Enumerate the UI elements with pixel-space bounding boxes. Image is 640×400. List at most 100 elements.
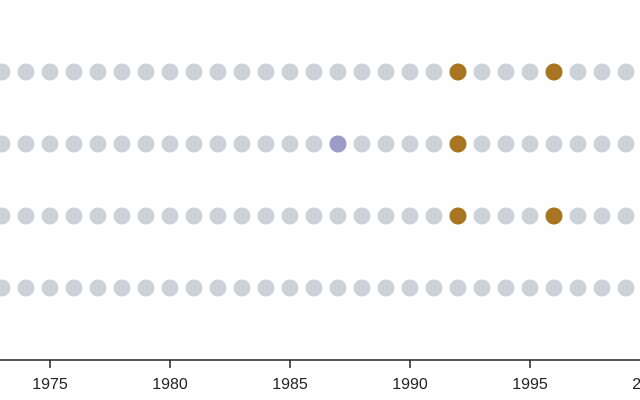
dot <box>473 63 491 81</box>
dot <box>401 135 419 153</box>
dot <box>305 135 323 153</box>
x-tick-label: 1995 <box>512 376 548 393</box>
dot <box>41 207 59 225</box>
dot <box>281 207 299 225</box>
dot <box>113 63 131 81</box>
dot <box>353 279 371 297</box>
dot <box>41 63 59 81</box>
dot <box>497 279 515 297</box>
dot <box>137 279 155 297</box>
x-tick-label: 1990 <box>392 376 428 393</box>
dot <box>185 135 203 153</box>
dot <box>353 135 371 153</box>
highlight-dot <box>329 135 347 153</box>
dot <box>257 207 275 225</box>
highlight-dot <box>545 63 563 81</box>
x-tick-label: 1975 <box>32 376 68 393</box>
dot <box>161 207 179 225</box>
dot <box>473 207 491 225</box>
highlight-dot <box>449 207 467 225</box>
dot <box>377 279 395 297</box>
dot <box>593 135 611 153</box>
dot <box>281 279 299 297</box>
x-tick-label: 2000 <box>632 376 640 393</box>
dot <box>17 135 35 153</box>
dot <box>425 279 443 297</box>
dot <box>185 279 203 297</box>
dot <box>257 279 275 297</box>
dot <box>593 279 611 297</box>
dot <box>137 207 155 225</box>
dot <box>89 135 107 153</box>
dot <box>521 63 539 81</box>
dot <box>233 279 251 297</box>
dot <box>329 207 347 225</box>
dot <box>257 63 275 81</box>
dot <box>497 63 515 81</box>
dot <box>209 207 227 225</box>
dot <box>425 63 443 81</box>
dot <box>305 207 323 225</box>
dot <box>401 279 419 297</box>
dot <box>617 135 635 153</box>
dot <box>89 207 107 225</box>
dot <box>521 279 539 297</box>
dot <box>569 135 587 153</box>
dot <box>425 207 443 225</box>
dot <box>617 63 635 81</box>
dot <box>185 63 203 81</box>
dot <box>521 207 539 225</box>
dot <box>65 207 83 225</box>
dot <box>0 279 11 297</box>
dot <box>209 279 227 297</box>
dot <box>113 279 131 297</box>
dot <box>617 279 635 297</box>
dot <box>569 279 587 297</box>
dot <box>41 279 59 297</box>
dot <box>473 279 491 297</box>
dot <box>329 279 347 297</box>
dot <box>449 279 467 297</box>
dot <box>65 279 83 297</box>
dot <box>377 135 395 153</box>
dot <box>161 135 179 153</box>
dot <box>233 135 251 153</box>
dot <box>209 63 227 81</box>
dot <box>353 63 371 81</box>
dot <box>305 279 323 297</box>
dot <box>161 279 179 297</box>
highlight-dot <box>449 135 467 153</box>
dot <box>257 135 275 153</box>
dot <box>137 135 155 153</box>
highlight-dot <box>545 207 563 225</box>
dot <box>329 63 347 81</box>
dot <box>113 207 131 225</box>
dot <box>17 63 35 81</box>
dot <box>0 207 11 225</box>
dot <box>137 63 155 81</box>
dot <box>17 207 35 225</box>
dot <box>377 207 395 225</box>
dot <box>425 135 443 153</box>
dot <box>185 207 203 225</box>
dot <box>305 63 323 81</box>
dot <box>545 279 563 297</box>
dot <box>617 207 635 225</box>
dot <box>377 63 395 81</box>
dot <box>233 207 251 225</box>
dot <box>17 279 35 297</box>
dot <box>545 135 563 153</box>
dot <box>65 63 83 81</box>
dot <box>65 135 83 153</box>
x-tick-label: 1980 <box>152 376 188 393</box>
dot <box>401 207 419 225</box>
dot <box>497 207 515 225</box>
dot <box>0 135 11 153</box>
dot <box>113 135 131 153</box>
dot <box>41 135 59 153</box>
dot <box>521 135 539 153</box>
dot <box>89 63 107 81</box>
dot <box>233 63 251 81</box>
dot <box>209 135 227 153</box>
highlight-dot <box>449 63 467 81</box>
